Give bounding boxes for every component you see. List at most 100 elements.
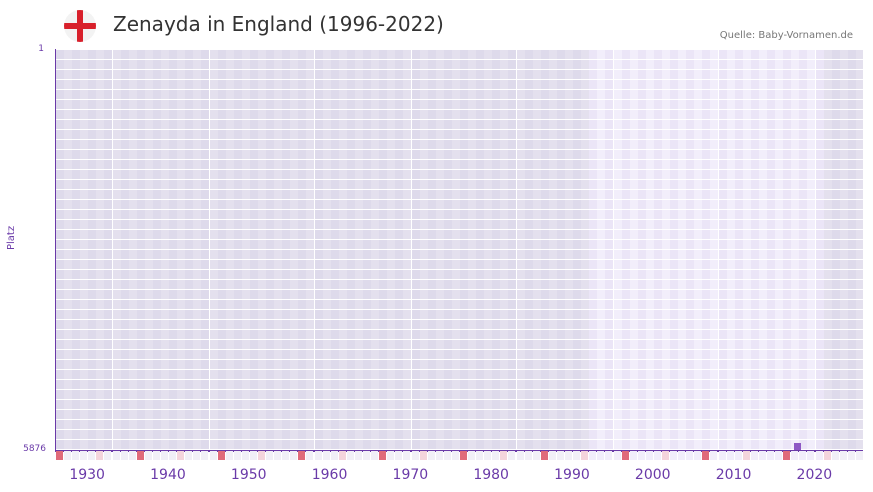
year-marker — [241, 451, 249, 460]
y-axis-line — [55, 49, 56, 451]
year-marker — [678, 451, 686, 460]
year-marker — [726, 451, 734, 460]
year-marker — [443, 451, 451, 460]
year-marker — [217, 451, 225, 460]
year-marker — [476, 451, 484, 460]
year-marker — [815, 451, 823, 460]
year-marker — [823, 451, 831, 460]
england-flag-icon — [64, 10, 96, 42]
year-marker — [136, 451, 144, 460]
year-marker — [363, 451, 371, 460]
year-marker — [282, 451, 290, 460]
year-marker — [532, 451, 540, 460]
year-marker — [128, 451, 136, 460]
year-marker — [225, 451, 233, 460]
year-marker — [758, 451, 766, 460]
chart-title: Zenayda in England (1996-2022) — [113, 12, 444, 36]
x-tick-label: 2010 — [715, 467, 752, 483]
year-marker — [419, 451, 427, 460]
year-marker — [831, 451, 839, 460]
year-marker — [201, 451, 209, 460]
year-marker — [379, 451, 387, 460]
year-marker — [185, 451, 193, 460]
year-marker — [249, 451, 257, 460]
year-marker — [290, 451, 298, 460]
year-marker — [662, 451, 669, 460]
year-marker — [645, 451, 653, 460]
year-marker — [161, 451, 169, 460]
year-marker — [322, 451, 330, 460]
year-marker — [548, 451, 556, 460]
year-marker — [460, 451, 467, 460]
year-marker — [56, 451, 63, 460]
year-marker — [354, 451, 362, 460]
y-tick-top: 1 — [38, 44, 44, 54]
year-marker — [112, 451, 120, 460]
year-marker — [742, 451, 750, 460]
plot-grid — [55, 49, 863, 450]
year-marker — [468, 451, 476, 460]
year-marker — [839, 451, 847, 460]
year-marker — [847, 451, 855, 460]
year-marker — [637, 451, 645, 460]
year-marker — [330, 451, 338, 460]
year-marker — [855, 451, 863, 460]
x-tick-label: 1930 — [69, 467, 105, 483]
year-marker — [799, 451, 807, 460]
year-marker — [427, 451, 435, 460]
year-marker — [403, 451, 411, 460]
year-marker — [734, 451, 742, 460]
year-marker — [314, 451, 322, 460]
year-marker — [80, 451, 88, 460]
year-marker — [783, 451, 791, 460]
x-tick-label: 1940 — [150, 467, 186, 483]
year-marker — [694, 451, 702, 460]
year-marker — [702, 451, 710, 460]
x-tick-label: 1960 — [311, 467, 348, 483]
year-marker — [613, 451, 621, 460]
year-marker — [346, 451, 354, 460]
year-marker — [573, 451, 581, 460]
year-marker — [686, 451, 694, 460]
year-marker — [306, 451, 314, 460]
year-marker — [371, 451, 379, 460]
year-marker — [540, 451, 548, 460]
year-marker — [177, 451, 185, 460]
year-marker — [565, 451, 573, 460]
year-marker — [266, 451, 274, 460]
year-marker — [556, 451, 564, 460]
year-marker — [411, 451, 419, 460]
year-marker — [395, 451, 403, 460]
year-marker — [581, 451, 589, 460]
year-marker — [169, 451, 177, 460]
year-marker — [152, 451, 160, 460]
year-marker — [387, 451, 395, 460]
year-marker — [524, 451, 532, 460]
year-marker — [274, 451, 282, 460]
year-marker — [597, 451, 605, 460]
year-marker — [653, 451, 661, 460]
year-marker — [338, 451, 346, 460]
year-marker — [193, 451, 201, 460]
year-marker — [88, 451, 96, 460]
year-marker — [500, 451, 508, 460]
x-axis-line — [55, 450, 863, 452]
year-marker — [96, 451, 104, 460]
x-tick-label: 1990 — [554, 467, 590, 483]
year-marker — [144, 451, 152, 460]
year-marker — [718, 451, 726, 460]
year-marker — [775, 451, 783, 460]
year-marker — [233, 451, 241, 460]
year-marker — [435, 451, 443, 460]
year-marker — [589, 451, 597, 460]
year-marker — [451, 451, 459, 460]
data-point[interactable] — [794, 443, 802, 450]
year-marker — [508, 451, 516, 460]
year-marker — [750, 451, 758, 460]
year-marker — [670, 451, 678, 460]
x-tick-label: 2000 — [634, 467, 671, 483]
year-marker — [605, 451, 613, 460]
year-marker — [516, 451, 524, 460]
year-marker — [807, 451, 815, 460]
year-marker — [120, 451, 128, 460]
